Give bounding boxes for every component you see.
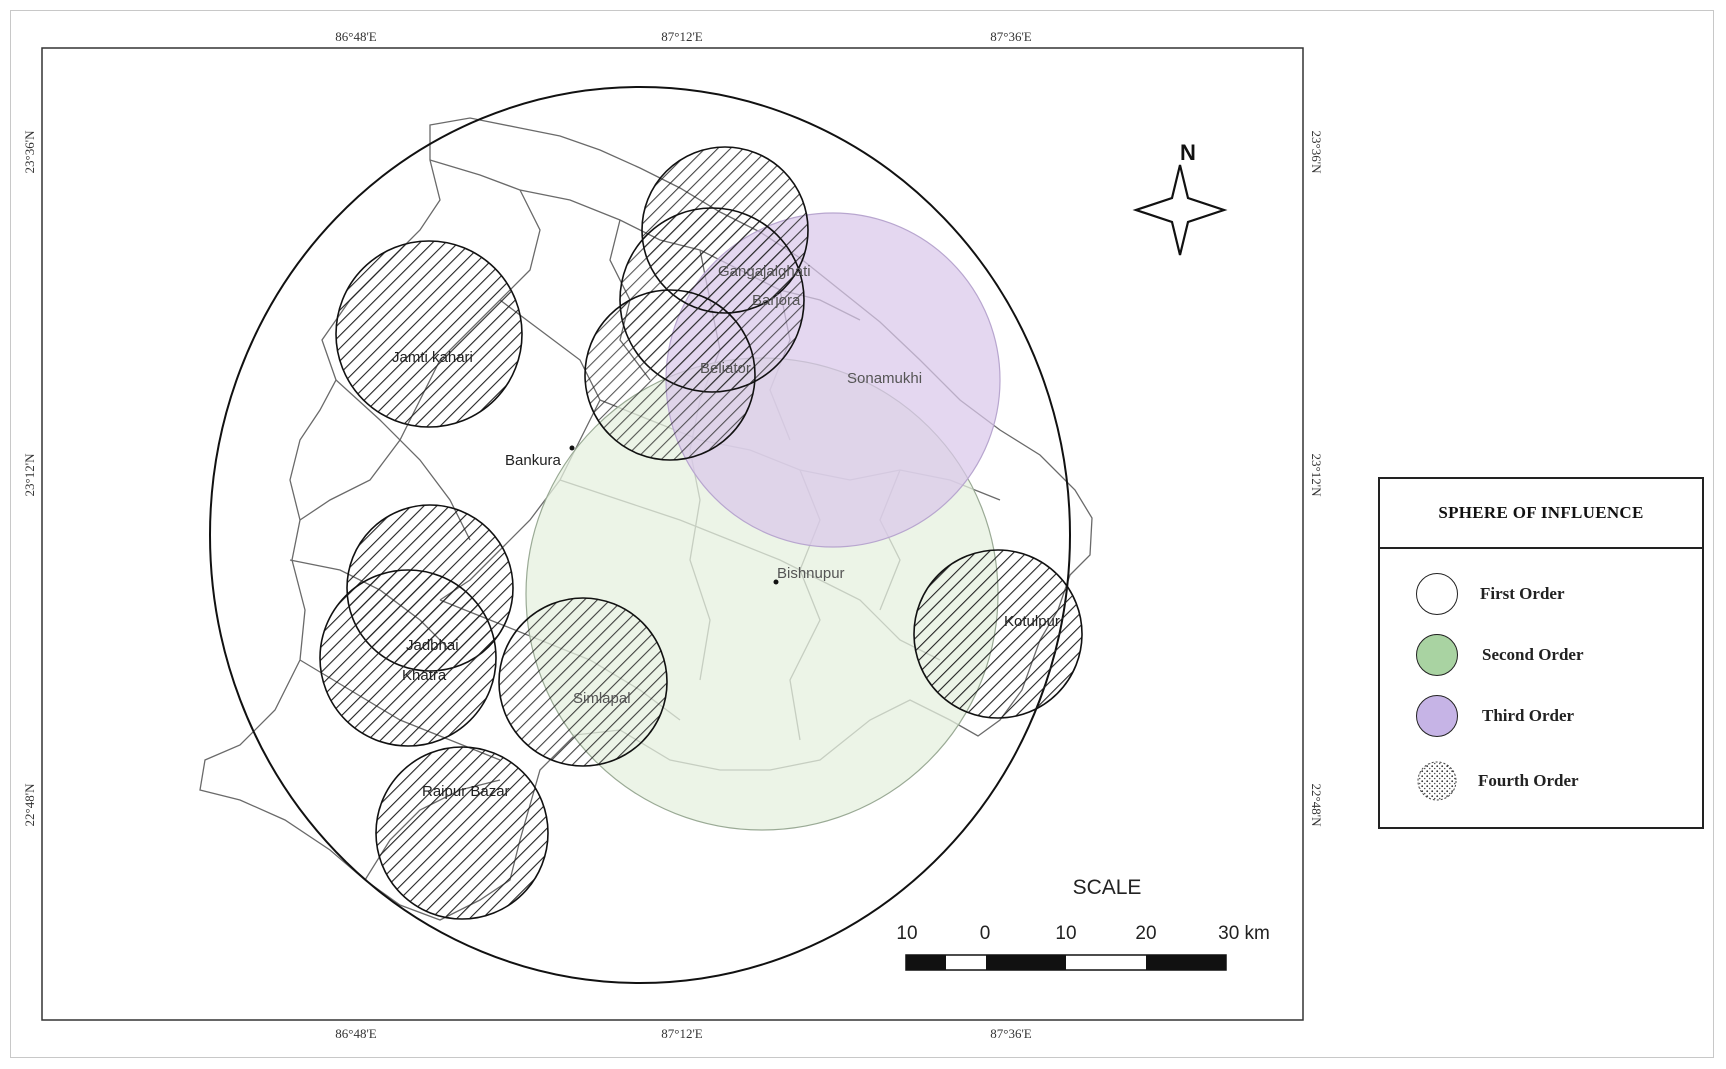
bottom-coord-2: 87°12'E	[661, 1026, 703, 1041]
north-label: N	[1180, 140, 1196, 165]
legend: SPHERE OF INFLUENCE First Order Second O…	[1378, 477, 1704, 829]
left-coord-3: 22°48'N	[22, 783, 37, 827]
scale-bar: SCALE 10 0 10 20 30 km	[896, 876, 1270, 971]
scale-tick-1: 10	[896, 923, 917, 944]
third-order-swatch	[1416, 695, 1458, 737]
legend-label-fourth-order: Fourth Order	[1478, 771, 1579, 790]
fourth-order-circle-jamtikahari	[335, 240, 523, 428]
label-bishnupur: Bishnupur	[777, 565, 845, 582]
legend-item-first-order: First Order	[1416, 573, 1565, 615]
right-coord-1: 23°36'N	[1309, 131, 1324, 175]
left-coord-1: 23°36'N	[22, 130, 37, 174]
top-coord-3: 87°36'E	[990, 29, 1032, 44]
outer-frame	[10, 10, 1714, 1058]
top-coord-1: 86°48'E	[335, 29, 377, 44]
bishnupur-point	[773, 579, 779, 585]
fourth-order-circle-khatra	[319, 569, 497, 747]
fourth-order-circle-simlapal	[498, 597, 668, 767]
label-raipur: Raipur Bazar	[422, 783, 510, 800]
legend-label-second-order: Second Order	[1482, 645, 1584, 664]
second-order-swatch	[1416, 634, 1458, 676]
bottom-coord-1: 86°48'E	[335, 1026, 377, 1041]
label-barjora: Barjora	[752, 292, 801, 309]
label-simlapal: Simlapal	[573, 690, 631, 707]
legend-label-third-order: Third Order	[1482, 706, 1575, 725]
fourth-order-circle-kotulpur	[913, 549, 1083, 719]
label-beliator: Beliator	[700, 360, 751, 377]
label-khatra: Khatra	[402, 667, 447, 684]
right-coord-2: 23°12'N	[1309, 454, 1324, 498]
legend-item-third-order: Third Order	[1416, 695, 1574, 737]
first-order-swatch	[1416, 573, 1458, 615]
label-bankura: Bankura	[505, 452, 562, 469]
label-sonamukhi: Sonamukhi	[847, 370, 922, 387]
right-coord-3: 22°48'N	[1309, 784, 1324, 828]
compass-star-icon	[1132, 164, 1228, 256]
legend-label-first-order: First Order	[1480, 584, 1565, 603]
label-kotulpur: Kotulpur	[1004, 613, 1060, 630]
label-gangajalghati: Gangajalghati	[718, 263, 811, 280]
scale-tick-2: 0	[980, 923, 991, 944]
left-coord-2: 23°12'N	[22, 453, 37, 497]
fourth-order-circle-raipur	[375, 746, 549, 920]
bottom-coord-3: 87°36'E	[990, 1026, 1032, 1041]
north-arrow: N	[1132, 140, 1228, 256]
legend-title: SPHERE OF INFLUENCE	[1380, 479, 1702, 549]
scale-tick-5: 30 km	[1218, 923, 1270, 944]
fourth-order-spheres	[319, 146, 1083, 920]
fourth-order-circle-beliator	[584, 289, 756, 461]
legend-item-second-order: Second Order	[1416, 634, 1584, 676]
first-order-sphere	[209, 86, 1071, 984]
label-jamtikahari: Jamti kahari	[392, 349, 473, 366]
fourth-order-swatch	[1417, 761, 1457, 801]
bankura-point	[569, 445, 575, 451]
place-labels: Bankura Bishnupur Sonamukhi Barjora Beli…	[392, 263, 1060, 800]
scale-title: SCALE	[1073, 876, 1142, 899]
label-jadbhai: Jadbhai	[406, 637, 459, 654]
legend-item-fourth-order: Fourth Order	[1416, 760, 1579, 802]
scale-tick-4: 20	[1135, 923, 1156, 944]
top-coord-2: 87°12'E	[661, 29, 703, 44]
scale-tick-3: 10	[1055, 923, 1076, 944]
